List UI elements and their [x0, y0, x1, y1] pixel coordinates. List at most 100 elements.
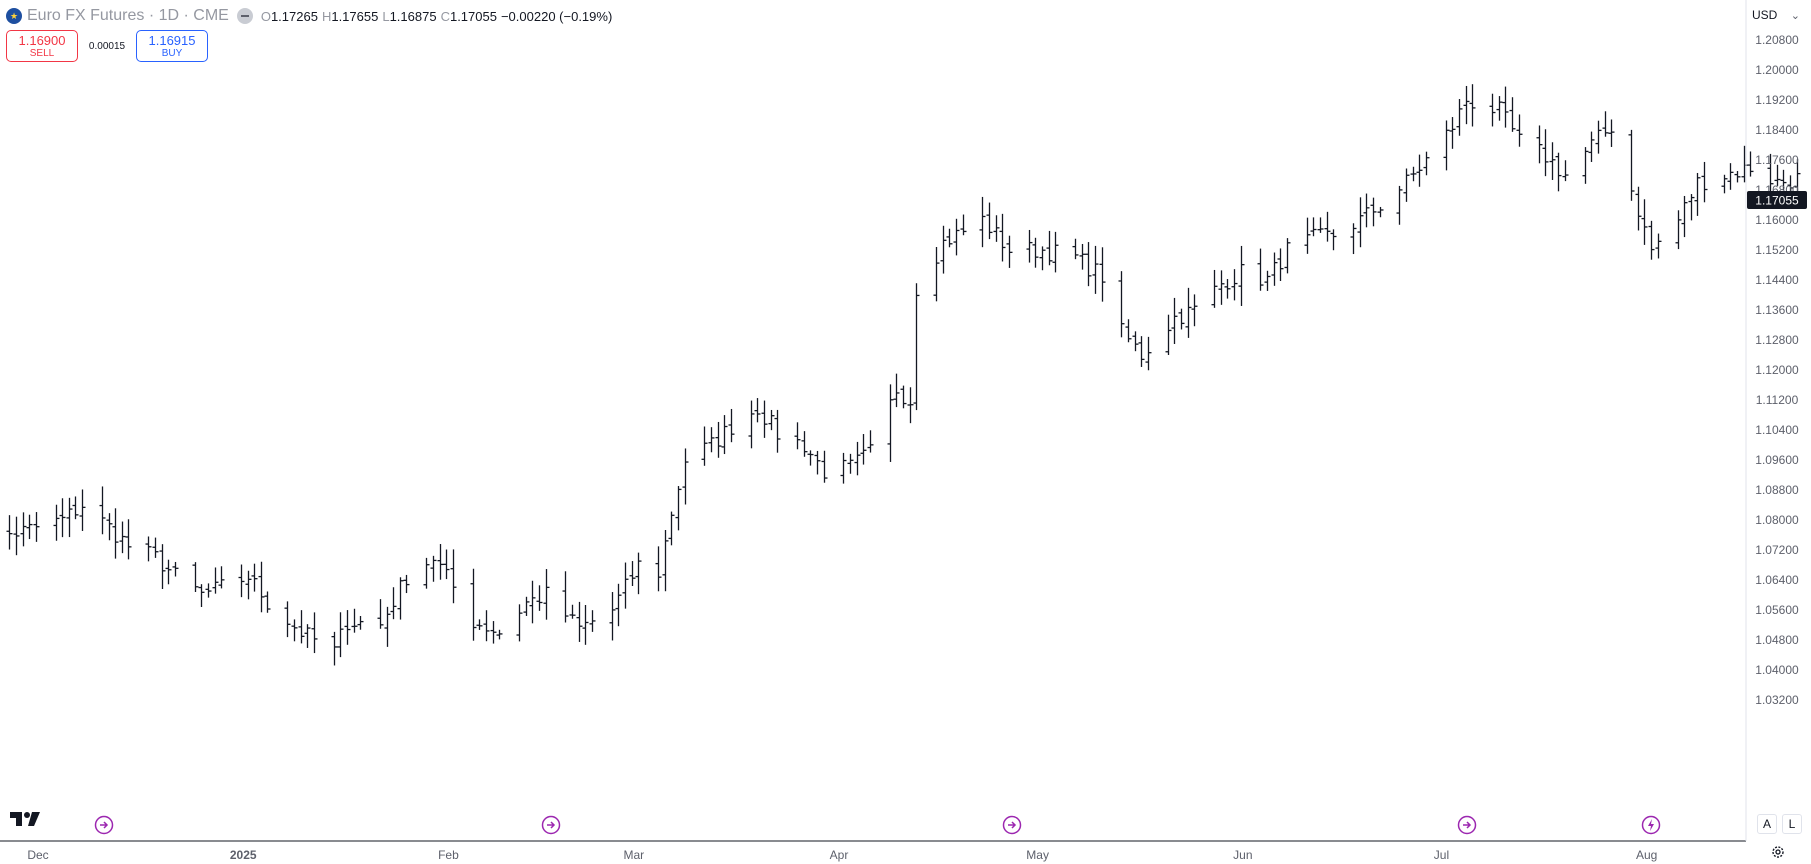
ohlc-bar: [1238, 245, 1245, 306]
ohlc-bar: [1052, 231, 1059, 273]
ohlc-bar: [728, 408, 735, 443]
ohlc-bar: [1469, 84, 1476, 127]
ohlc-bar: [662, 529, 669, 592]
ohlc-bar: [33, 512, 40, 542]
ohlc-bar: [125, 519, 132, 560]
ohlc-bar: [390, 587, 397, 620]
ohlc-bar: [1516, 114, 1523, 147]
ohlc-bar: [576, 601, 583, 642]
currency-select[interactable]: USD ⌄: [1746, 4, 1806, 26]
ohlc-bar: [1171, 297, 1178, 344]
ohlc-bar: [1257, 248, 1264, 291]
ohlc-bar: [933, 246, 940, 302]
ohlc-bar: [26, 514, 33, 540]
buy-price: 1.16915: [148, 32, 196, 48]
ohlc-bar: [1675, 210, 1682, 250]
ohlc-bar: [1780, 169, 1787, 191]
ohlc-bar: [562, 571, 569, 623]
ohlc-bar: [1449, 117, 1456, 149]
price-tick-label: 1.20800: [1755, 33, 1799, 47]
economic-event-icon[interactable]: [541, 815, 561, 835]
ohlc-bar: [582, 605, 589, 645]
ohlc-bar: [993, 215, 1000, 242]
ohlc-bar: [1079, 243, 1086, 270]
ohlc-bars: [6, 84, 1801, 666]
ohlc-bar: [1185, 287, 1192, 338]
ohlc-bar: [1039, 246, 1046, 271]
euro-flag-icon: ★: [6, 8, 22, 24]
ohlc-bar: [1410, 166, 1417, 182]
symbol-title[interactable]: Euro FX Futures · 1D · CME: [27, 7, 229, 24]
time-tick-label: Jul: [1434, 848, 1449, 862]
ohlc-bar: [523, 596, 530, 616]
ohlc-bar: [119, 521, 126, 554]
ohlc-bar: [801, 431, 808, 457]
price-tick-label: 1.05600: [1755, 603, 1799, 617]
economic-event-icon[interactable]: [1457, 815, 1477, 835]
ohlc-bar: [675, 486, 682, 531]
ohlc-bar: [999, 213, 1006, 262]
ohlc-bar: [986, 202, 993, 240]
ohlc-bar: [946, 228, 953, 248]
ohlc-bar: [1496, 96, 1503, 121]
ohlc-bar: [1231, 269, 1238, 301]
ohlc-bar: [258, 561, 265, 613]
ohlc-bar: [847, 453, 854, 474]
ohlc-bar: [430, 555, 437, 582]
buy-label: BUY: [161, 47, 183, 59]
ohlc-bar: [622, 562, 629, 609]
ohlc-bar: [423, 557, 430, 589]
ohlc-bar: [496, 629, 503, 640]
time-tick-label: May: [1026, 848, 1049, 862]
ohlc-bar: [1046, 230, 1053, 266]
price-tick-label: 1.18400: [1755, 123, 1799, 137]
ohlc-bar: [629, 561, 636, 587]
price-tick-label: 1.14400: [1755, 273, 1799, 287]
ohlc-bar: [66, 497, 73, 538]
ohlc-bar: [1555, 152, 1562, 192]
tradingview-logo-icon[interactable]: [10, 810, 42, 828]
ohlc-bar: [205, 583, 212, 598]
ohlc-bar: [516, 604, 523, 642]
ohlc-bar: [1264, 270, 1271, 291]
price-axis[interactable]: 1.208001.200001.192001.184001.176001.168…: [1755, 33, 1799, 707]
gear-icon[interactable]: [1770, 844, 1786, 860]
ohlc-bar: [708, 427, 715, 453]
ohlc-bar: [1026, 229, 1033, 263]
price-tick-label: 1.06400: [1755, 573, 1799, 587]
lightning-event-icon[interactable]: [1641, 815, 1661, 835]
time-axis[interactable]: Dec2025FebMarAprMayJunJulAugSepOctNov: [27, 848, 1811, 862]
ohlc-bar: [470, 568, 477, 641]
ohlc-bar: [1085, 242, 1092, 287]
ohlc-bar: [1489, 93, 1496, 127]
buy-button[interactable]: 1.16915 BUY: [136, 30, 208, 62]
ohlc-bar: [331, 631, 338, 666]
auto-scale-button[interactable]: A: [1757, 814, 1777, 834]
ohlc-bar: [1377, 206, 1384, 218]
sell-button[interactable]: 1.16900 SELL: [6, 30, 78, 62]
ohlc-bar: [1403, 168, 1410, 202]
ohlc-bar: [940, 225, 947, 274]
ohlc-bar: [1688, 194, 1695, 221]
ohlc-bar: [13, 516, 20, 556]
ohlc-bar: [1277, 248, 1284, 281]
ohlc-bar: [304, 624, 311, 648]
ohlc-bar: [807, 450, 814, 466]
log-scale-button[interactable]: L: [1782, 814, 1802, 834]
ohlc-bar: [1608, 119, 1615, 147]
ohlc-bar: [761, 400, 768, 438]
price-tick-label: 1.04800: [1755, 633, 1799, 647]
ohlc-bar: [1727, 163, 1734, 190]
ohlc-bar: [218, 566, 225, 589]
economic-event-icon[interactable]: [94, 815, 114, 835]
ohlc-bar: [893, 373, 900, 408]
ohlc-bar: [1562, 160, 1569, 182]
ohlc-bar: [615, 583, 622, 627]
ohlc-bar: [1694, 172, 1701, 216]
economic-event-icon[interactable]: [1002, 815, 1022, 835]
ohlc-bar: [635, 552, 642, 595]
collapse-legend-icon[interactable]: [236, 8, 253, 24]
ohlc-bar: [159, 544, 166, 589]
